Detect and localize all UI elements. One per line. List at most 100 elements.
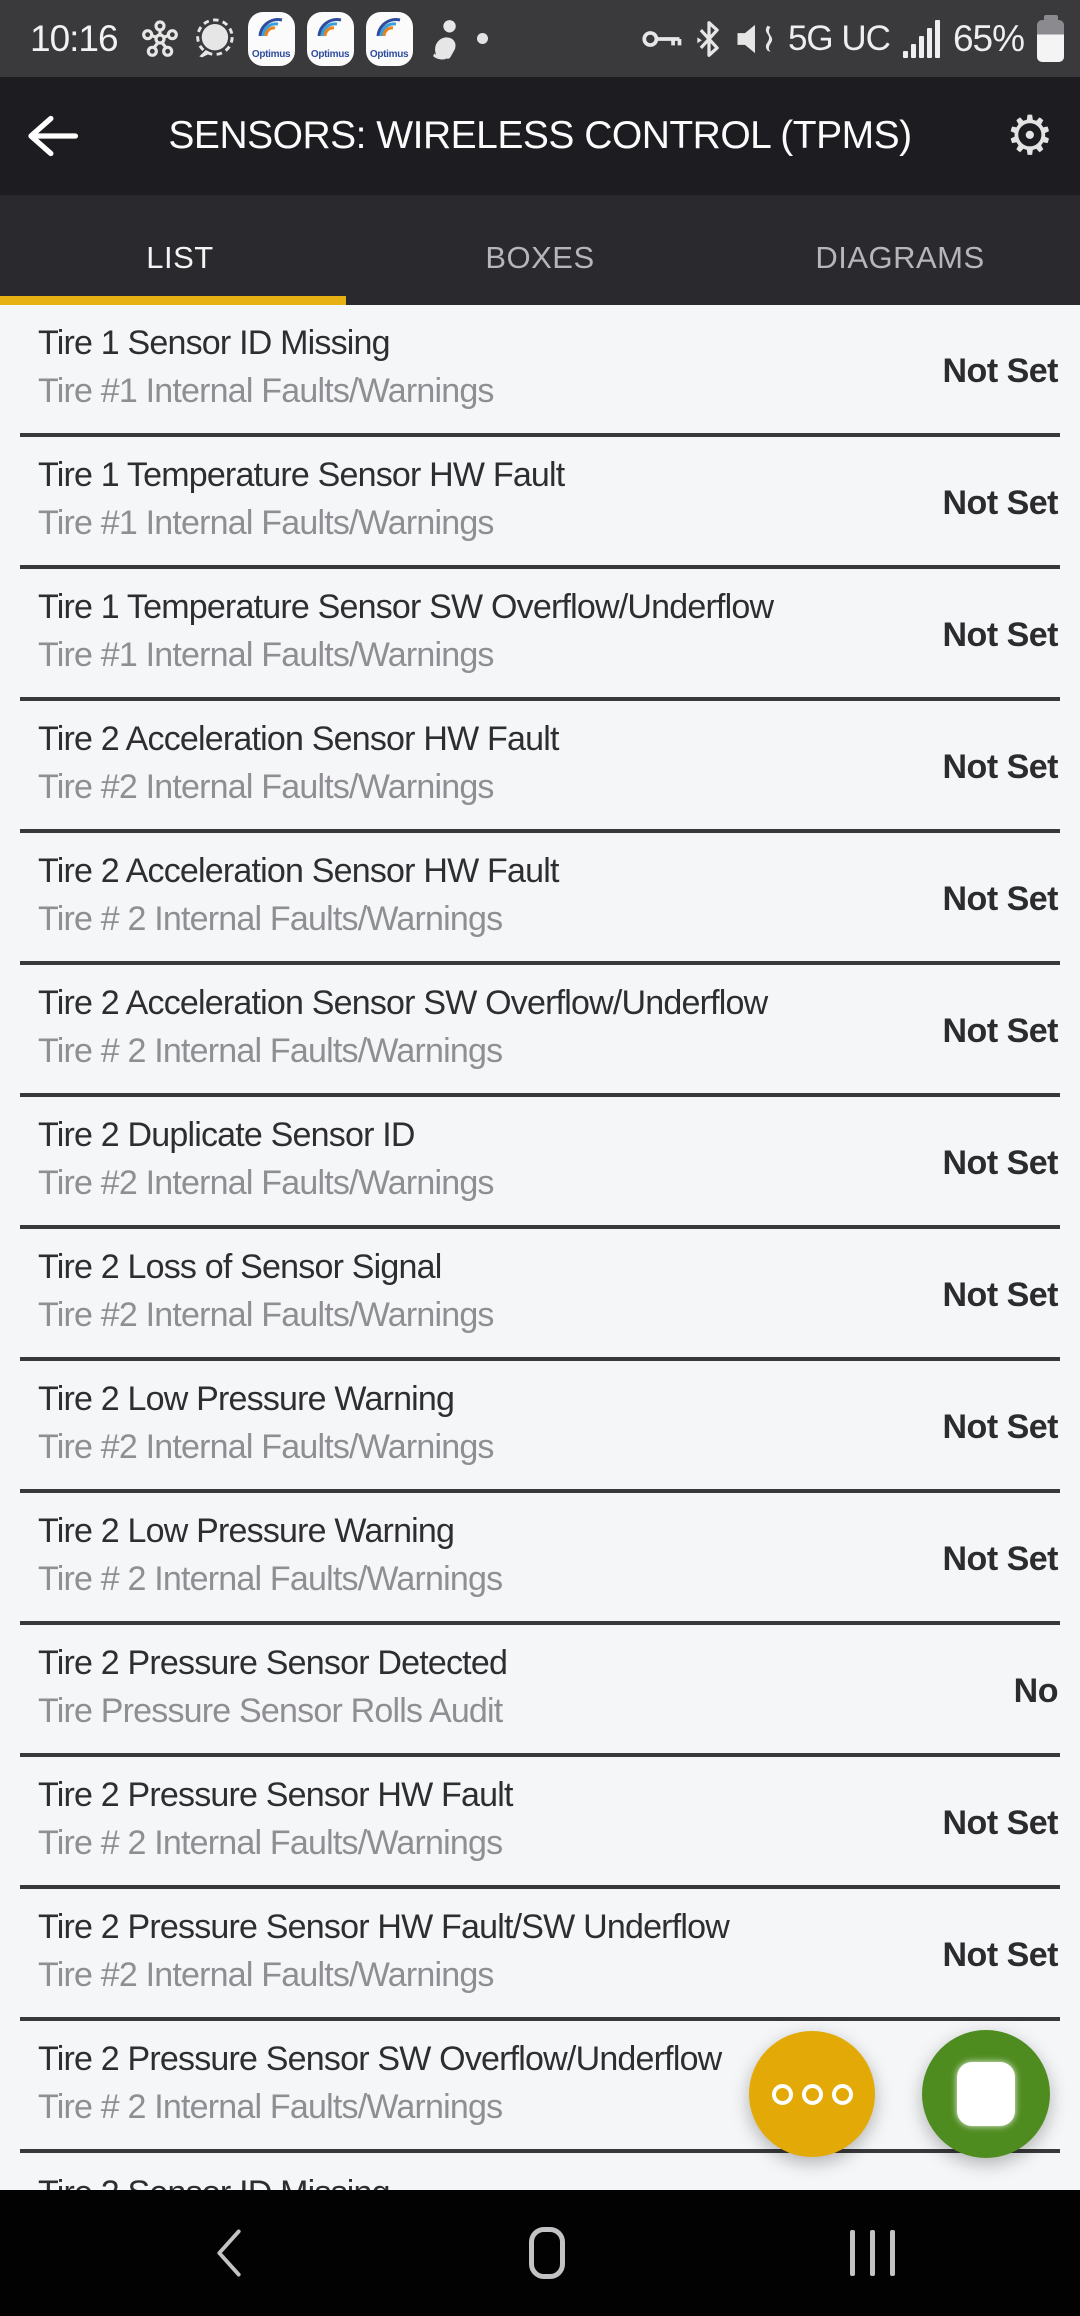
list-item[interactable]: Tire 2 Acceleration Sensor HW Fault Tire…	[0, 833, 1080, 965]
mute-icon	[735, 22, 775, 56]
list-item-value: Not Set	[942, 483, 1059, 522]
list-item-title: Tire 1 Sensor ID Missing	[38, 324, 391, 362]
list-item-title: Tire 2 Loss of Sensor Signal	[38, 1248, 442, 1286]
list-item-title: Tire 1 Temperature Sensor SW Overflow/Un…	[38, 588, 774, 626]
list-item-value: Not Set	[942, 1143, 1059, 1182]
tab-boxes[interactable]: BOXES	[485, 240, 595, 275]
status-bar: 10:16	[0, 0, 1080, 77]
page-title: SENSORS: WIRELESS CONTROL (TPMS)	[168, 114, 912, 157]
list-item-value: Not Set	[942, 1275, 1059, 1314]
list-item[interactable]: Tire 2 Pressure Sensor Detected Tire Pre…	[0, 1625, 1080, 1757]
optimus-app-label: Optimus	[310, 48, 350, 60]
list-item[interactable]: Tire 2 Pressure Sensor HW Fault/SW Under…	[0, 1889, 1080, 2021]
list-item-title: Tire 1 Temperature Sensor HW Fault	[38, 456, 565, 494]
list-item[interactable]: Tire 1 Temperature Sensor HW Fault Tire …	[0, 437, 1080, 569]
list-item[interactable]: Tire 2 Loss of Sensor Signal Tire #2 Int…	[0, 1229, 1080, 1361]
list-item-title: Tire 2 Low Pressure Warning	[38, 1380, 455, 1418]
list-item-title: Tire 2 Pressure Sensor Detected	[38, 1644, 508, 1682]
tab-bar: LIST BOXES DIAGRAMS	[0, 195, 1080, 305]
battery-percent-label: 65%	[952, 17, 1025, 59]
home-icon	[528, 2227, 565, 2279]
optimus-app-label: Optimus	[251, 48, 291, 60]
list-item[interactable]: Tire 1 Temperature Sensor SW Overflow/Un…	[0, 569, 1080, 701]
settings-button[interactable]: ⚙	[974, 109, 1054, 163]
list-item[interactable]: Tire 2 Pressure Sensor HW Fault Tire # 2…	[0, 1757, 1080, 1889]
list-item-partial[interactable]: Tire 2 Sensor ID Missing	[0, 2153, 1080, 2190]
list-item-subtitle: Tire #1 Internal Faults/Warnings	[38, 372, 494, 411]
optimus-app-icon: Optimus	[306, 11, 354, 66]
list-item-subtitle: Tire #2 Internal Faults/Warnings	[38, 1956, 494, 1995]
network-type-label: 5G UC	[787, 18, 891, 58]
list-item-subtitle: Tire #1 Internal Faults/Warnings	[38, 636, 494, 675]
list-item-value: Not Set	[942, 351, 1059, 390]
active-tab-indicator	[0, 296, 346, 305]
key-icon	[641, 26, 683, 52]
list-item[interactable]: Tire 2 Pressure Sensor SW Overflow/Under…	[0, 2021, 1080, 2153]
list-item-value: Not Set	[942, 879, 1059, 918]
signal-app-icon	[192, 17, 236, 61]
nav-home-button[interactable]	[528, 2227, 565, 2279]
ellipsis-icon	[831, 2083, 853, 2105]
list-item-title: Tire 2 Pressure Sensor HW Fault/SW Under…	[38, 1908, 730, 1946]
list-item-title: Tire 2 Pressure Sensor HW Fault	[38, 1776, 513, 1814]
list-item-subtitle: Tire #2 Internal Faults/Warnings	[38, 768, 494, 807]
list-item-value: No	[1013, 1671, 1059, 1710]
nav-back-button[interactable]	[215, 2228, 243, 2278]
list-item-value: Not Set	[942, 1935, 1059, 1974]
list-item[interactable]: Tire 1 Sensor ID Missing Tire #1 Interna…	[0, 305, 1080, 437]
list-item-title: Tire 2 Acceleration Sensor HW Fault	[38, 720, 559, 758]
list-item-subtitle: Tire #2 Internal Faults/Warnings	[38, 1428, 494, 1467]
list-item[interactable]: Tire 2 Low Pressure Warning Tire # 2 Int…	[0, 1493, 1080, 1625]
list-item-title: Tire 2 Duplicate Sensor ID	[38, 1116, 415, 1154]
android-nav-bar	[0, 2190, 1080, 2316]
confirm-fab[interactable]	[922, 2030, 1050, 2158]
list-item-title: Tire 2 Low Pressure Warning	[38, 1512, 455, 1550]
ellipsis-icon	[771, 2083, 793, 2105]
list-item-value: Not Set	[942, 1011, 1059, 1050]
more-options-fab[interactable]	[749, 2031, 875, 2157]
list-item-value: Not Set	[942, 747, 1059, 786]
list-item[interactable]: Tire 2 Low Pressure Warning Tire #2 Inte…	[0, 1361, 1080, 1493]
sensor-list: Tire 1 Sensor ID Missing Tire #1 Interna…	[0, 305, 1080, 2190]
list-item-title: Tire 2 Acceleration Sensor SW Overflow/U…	[38, 984, 768, 1022]
notification-dot-icon	[476, 33, 488, 44]
list-item-value: Not Set	[942, 1803, 1059, 1842]
list-item-subtitle: Tire Pressure Sensor Rolls Audit	[38, 1692, 503, 1731]
battery-icon	[1037, 15, 1064, 62]
tab-list[interactable]: LIST	[146, 240, 214, 275]
bluetooth-icon	[696, 19, 722, 59]
optimus-app-icon: Optimus	[365, 11, 413, 66]
recents-icon	[890, 2230, 895, 2276]
arrow-left-icon	[28, 115, 78, 157]
nav-recents-button[interactable]	[850, 2230, 895, 2276]
list-item-title: Tire 2 Acceleration Sensor HW Fault	[38, 852, 559, 890]
signal-strength-icon	[902, 19, 940, 58]
list-item[interactable]: Tire 2 Acceleration Sensor HW Fault Tire…	[0, 701, 1080, 833]
list-item-title: Tire 2 Sensor ID Missing	[38, 2173, 1058, 2190]
recents-icon	[870, 2230, 875, 2276]
list-item-title: Tire 2 Pressure Sensor SW Overflow/Under…	[38, 2040, 722, 2078]
square-icon	[957, 2062, 1015, 2126]
list-item-subtitle: Tire #1 Internal Faults/Warnings	[38, 504, 494, 543]
gear-icon: ⚙	[1005, 104, 1054, 167]
person-notification-icon	[425, 17, 465, 61]
list-item-subtitle: Tire # 2 Internal Faults/Warnings	[38, 2088, 503, 2127]
optimus-app-icon: Optimus	[247, 11, 295, 66]
list-item[interactable]: Tire 2 Acceleration Sensor SW Overflow/U…	[0, 965, 1080, 1097]
back-button[interactable]	[26, 115, 106, 157]
status-time: 10:16	[30, 17, 119, 59]
list-item-value: Not Set	[942, 1407, 1059, 1446]
recents-icon	[850, 2230, 855, 2276]
list-item-subtitle: Tire # 2 Internal Faults/Warnings	[38, 1824, 503, 1863]
molecule-notification-icon	[140, 19, 180, 59]
list-item-value: Not Set	[942, 615, 1059, 654]
list-item-subtitle: Tire #2 Internal Faults/Warnings	[38, 1296, 494, 1335]
app-bar: SENSORS: WIRELESS CONTROL (TPMS) ⚙	[0, 77, 1080, 195]
list-item-subtitle: Tire # 2 Internal Faults/Warnings	[38, 1032, 503, 1071]
list-item-subtitle: Tire # 2 Internal Faults/Warnings	[38, 1560, 503, 1599]
tab-diagrams[interactable]: DIAGRAMS	[815, 240, 985, 275]
list-item[interactable]: Tire 2 Duplicate Sensor ID Tire #2 Inter…	[0, 1097, 1080, 1229]
optimus-app-label: Optimus	[369, 48, 409, 60]
list-item-subtitle: Tire # 2 Internal Faults/Warnings	[38, 900, 503, 939]
